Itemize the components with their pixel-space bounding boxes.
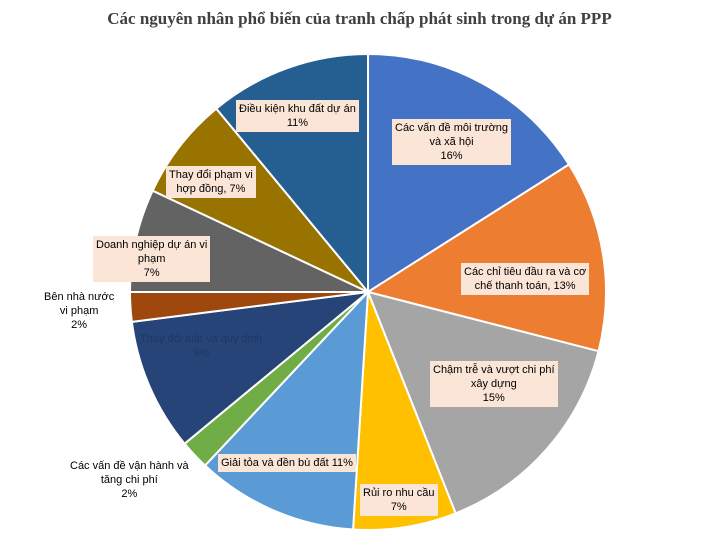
pie-slice bbox=[151, 107, 369, 293]
slice-label-text: Các chỉ tiêu đầu ra và cơ bbox=[464, 266, 587, 278]
slice-label-text: vi phạm bbox=[59, 305, 99, 317]
slice-label-text: chế thanh toán, 13% bbox=[474, 280, 576, 292]
slice-percent: 15% bbox=[482, 392, 505, 404]
slice-percent: 2% bbox=[71, 319, 88, 331]
pie-slice bbox=[367, 52, 571, 294]
slice-percent: 9% bbox=[193, 347, 210, 359]
slice-label-text: xây dựng bbox=[470, 378, 517, 390]
slice-percent: 7% bbox=[143, 267, 160, 279]
slice-label: Bên nhà nước vi phạm 2% bbox=[44, 290, 114, 332]
pie-slice bbox=[351, 291, 457, 531]
slice-label-text: và xã hội bbox=[429, 136, 474, 148]
chart-title: Các nguyên nhân phổ biến của tranh chấp … bbox=[107, 9, 612, 28]
slice-label-text: Chậm trễ và vượt chi phí bbox=[433, 364, 555, 376]
slice-percent: 16% bbox=[440, 150, 463, 162]
slice-label-text: phạm bbox=[137, 253, 166, 265]
slice-percent: 11% bbox=[286, 117, 309, 129]
slice-label: Điều kiện khu đất dự án 11% bbox=[236, 100, 359, 132]
slice-percent: 2% bbox=[121, 488, 138, 500]
slice-label-text: tăng chi phí bbox=[100, 474, 158, 486]
slice-label: Thay đổi luật và quy định 9% bbox=[140, 332, 262, 360]
slice-label-text: Thay đổi phạm vi bbox=[169, 169, 253, 181]
slice-label: Thay đổi phạm vi hợp đồng, 7% bbox=[166, 166, 256, 198]
slice-label: Các vấn đề vận hành và tăng chi phí 2% bbox=[70, 459, 189, 501]
slice-percent: 7% bbox=[390, 501, 407, 513]
slice-label-text: Thay đổi luật và quy định bbox=[140, 333, 263, 345]
slice-label-text: Điều kiện khu đất dự án bbox=[239, 103, 356, 115]
slice-label-text: Giải tỏa và đền bù đất 11% bbox=[221, 457, 353, 469]
slice-label-text: Doanh nghiệp dự án vi bbox=[96, 239, 208, 251]
pie-slice bbox=[130, 290, 372, 446]
slice-label: Các chỉ tiêu đầu ra và cơ chế thanh toán,… bbox=[461, 263, 590, 295]
pie-slice bbox=[365, 163, 607, 353]
slice-label-text: hợp đồng, 7% bbox=[176, 183, 246, 195]
slice-label: Doanh nghiệp dự án vi phạm 7% bbox=[93, 236, 211, 282]
slice-label: Giải tỏa và đền bù đất 11% bbox=[218, 454, 356, 472]
slice-label-text: Bên nhà nước bbox=[44, 291, 115, 303]
slice-label-text: Các vấn đề môi trường bbox=[395, 122, 509, 134]
slice-label: Chậm trễ và vượt chi phí xây dựng 15% bbox=[430, 361, 558, 407]
slice-label-text: Các vấn đề vận hành và bbox=[70, 460, 189, 472]
slice-label: Các vấn đề môi trường và xã hội 16% bbox=[392, 119, 512, 165]
slice-label: Rủi ro nhu cầu 7% bbox=[360, 484, 438, 516]
slice-label-text: Rủi ro nhu cầu bbox=[363, 487, 435, 499]
